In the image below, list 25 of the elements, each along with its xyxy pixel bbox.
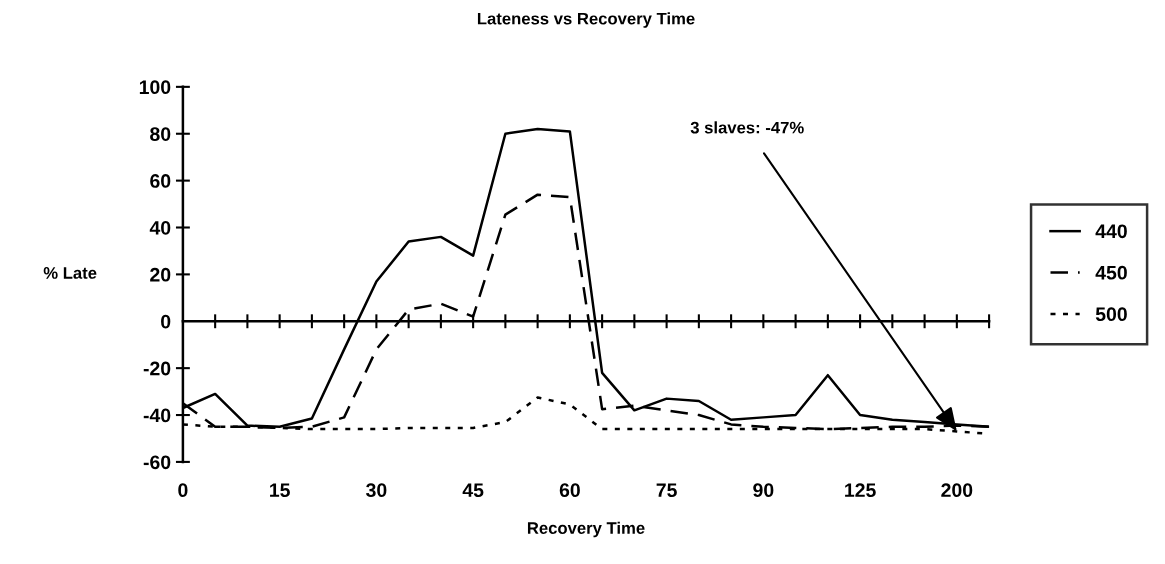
legend-label: 440 <box>1095 224 1127 239</box>
annotation: 3 slaves: -47% <box>690 121 804 134</box>
legend-label: 500 <box>1095 307 1127 322</box>
x-tick-label: 90 <box>753 483 774 498</box>
y-tick-label: 60 <box>150 174 171 188</box>
y-tick-label: -40 <box>143 408 171 423</box>
x-tick-label: 45 <box>462 483 484 498</box>
x-tick-label: 200 <box>941 483 973 498</box>
x-tick-label: 30 <box>366 483 387 498</box>
y-tick-label: 100 <box>139 80 171 95</box>
x-tick-label: 125 <box>845 483 876 498</box>
legend-label: 450 <box>1095 265 1127 280</box>
x-tick-label: 75 <box>656 483 677 498</box>
x-axis-title: Recovery Time <box>527 521 645 538</box>
x-tick-label: 15 <box>270 483 290 498</box>
y-tick-label: -20 <box>143 361 171 376</box>
x-tick-label: 60 <box>559 483 580 498</box>
y-tick-label: 20 <box>150 267 171 282</box>
y-tick-label: -60 <box>143 455 171 470</box>
chart-title: Lateness vs Recovery Time <box>477 12 695 28</box>
y-tick-label: 0 <box>161 314 171 329</box>
y-tick-label: 80 <box>150 127 171 141</box>
x-tick-label: 0 <box>178 483 188 498</box>
y-axis-title: % Late <box>43 267 97 279</box>
y-tick-label: 40 <box>149 220 171 235</box>
